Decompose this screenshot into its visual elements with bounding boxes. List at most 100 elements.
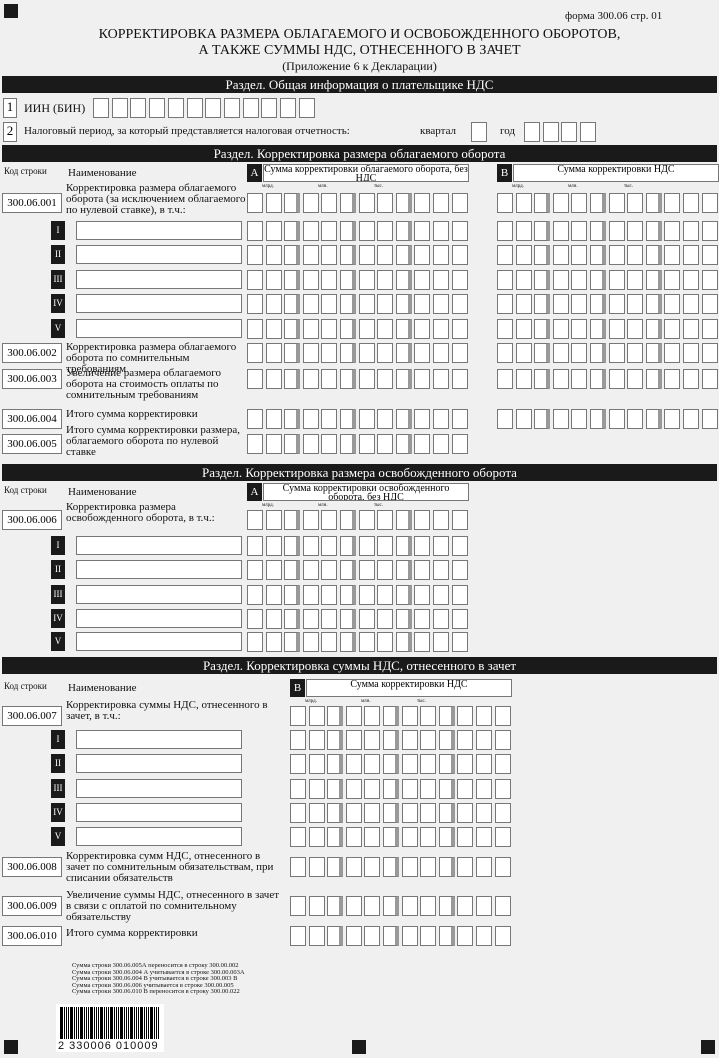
input-cell [377,245,394,265]
input-cell [552,245,569,265]
input-cell [664,343,681,363]
barcode-bar [60,1007,63,1039]
input-cell [383,857,399,877]
input-cell [451,434,468,454]
footnote: Сумма строки 300.06.006 учитывается в ст… [72,981,234,989]
code-header: Код строки [4,485,47,495]
row-name: Увеличение суммы НДС, отнесенного в заче… [66,889,280,923]
input-cell [395,319,412,339]
title-line: А ТАКЖЕ СУММЫ НДС, ОТНЕСЕННОГО В ЗАЧЕТ [198,43,521,58]
input-cell [414,221,431,241]
input-cell [358,409,375,429]
input-cell [552,319,569,339]
input-cell [438,857,455,877]
roman-marker: IV [51,294,65,313]
input-cell [414,343,431,363]
input-cell [345,926,362,946]
input-cell [345,896,362,916]
input-cell [340,369,356,389]
input-cell [340,536,356,556]
input-cell [590,369,606,389]
input-cell [284,294,301,314]
input-cell [420,706,437,726]
barcode-bar [150,1007,153,1039]
input-cell [340,560,356,580]
input-cell [395,409,412,429]
input-cell [414,510,431,530]
input-cell [364,857,381,877]
input-cell [265,319,282,339]
input-cell [149,98,166,118]
digit-group-label: млрд. [305,699,317,704]
input-cell [414,270,431,290]
roman-marker: V [51,632,65,651]
name-header: Наименование [68,486,137,498]
roman-marker: IV [51,609,65,628]
input-cell [664,270,681,290]
row-name: Корректировка размера облагаемого оборот… [66,182,246,216]
input-cell [683,319,699,339]
input-cell [383,803,399,823]
input-cell [645,245,662,265]
column-letter: B [497,164,512,182]
input-cell [451,632,468,652]
input-cell [645,369,662,389]
input-cell [420,730,437,750]
row-label: Налоговый период, за который представляе… [24,125,350,137]
input-cell [186,98,203,118]
barcode-bar [108,1007,110,1039]
input-cell [451,510,468,530]
input-cell [476,857,492,877]
input-cell [438,827,455,847]
input-cell [645,319,662,339]
input-cell [534,193,551,213]
input-cell [364,730,381,750]
input-cell [308,857,325,877]
input-cell [401,730,418,750]
input-cell [327,706,344,726]
input-cell [377,369,394,389]
input-cell [340,585,356,605]
barcode-bar [90,1007,93,1039]
input-cell [340,319,356,339]
input-cell [457,857,474,877]
input-cell [364,803,381,823]
input-cell [290,706,306,726]
input-cell [497,319,513,339]
input-cell [534,245,551,265]
input-cell [327,730,344,750]
input-cell [401,706,418,726]
input-cell [261,98,278,118]
input-cell [395,343,412,363]
input-cell [364,896,381,916]
row-code: 300.06.005 [2,434,62,454]
row-code: 300.06.007 [2,706,62,726]
corner-marker [352,1040,366,1054]
input-cell [223,98,240,118]
text-input [76,270,242,289]
input-cell [327,803,344,823]
input-cell [395,245,412,265]
barcode-bar [102,1007,104,1039]
input-cell [476,827,492,847]
input-cell [608,319,625,339]
input-cell [247,294,263,314]
input-cell [302,294,319,314]
input-cell [627,193,644,213]
footnote: Сумма строки 300.06.005А переносится в с… [72,962,239,969]
input-cell [377,409,394,429]
input-cell [590,409,606,429]
input-cell [284,409,301,429]
row-name: Увеличение размера облагаемого оборота н… [66,367,221,401]
input-cell [608,245,625,265]
input-cell [358,632,375,652]
input-cell [494,926,511,946]
input-cell [494,803,511,823]
input-cell [433,585,449,605]
input-cell [552,294,569,314]
input-cell [451,609,468,629]
input-cell [377,343,394,363]
row-code: 300.06.009 [2,896,62,916]
input-cell [664,245,681,265]
